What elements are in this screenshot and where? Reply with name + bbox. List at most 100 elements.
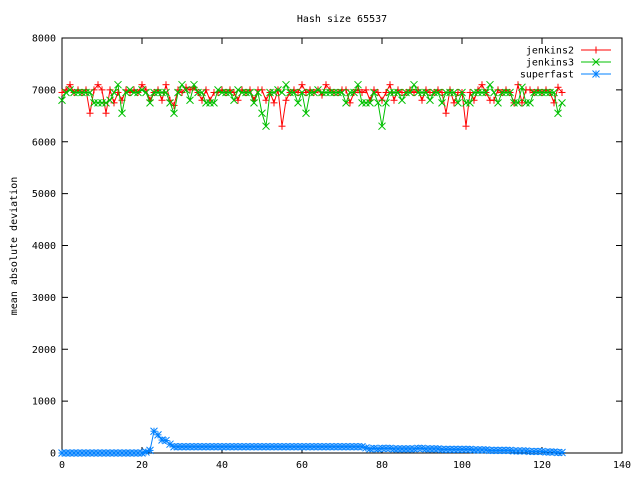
x-tick-label: 80 — [376, 460, 388, 471]
data-point-superfast — [146, 446, 154, 455]
data-point-superfast — [166, 440, 174, 449]
data-point-jenkins3 — [198, 88, 206, 97]
data-point-jenkins3 — [114, 80, 122, 89]
data-point-jenkins2 — [554, 83, 562, 91]
data-point-jenkins3 — [458, 88, 466, 97]
data-point-jenkins3 — [142, 88, 150, 97]
data-point-jenkins2 — [442, 109, 450, 117]
data-point-jenkins2 — [262, 96, 270, 104]
data-point-jenkins2 — [322, 81, 330, 89]
data-point-jenkins3 — [422, 88, 430, 97]
data-point-jenkins2 — [462, 122, 470, 130]
x-tick-label: 140 — [613, 460, 631, 471]
data-point-jenkins3 — [378, 122, 386, 131]
data-point-jenkins2 — [230, 88, 238, 96]
legend-label-jenkins2: jenkins2 — [526, 46, 574, 57]
data-point-jenkins3 — [166, 98, 174, 107]
data-point-jenkins3 — [342, 98, 350, 107]
data-point-jenkins2 — [86, 109, 94, 117]
data-point-superfast — [558, 448, 566, 457]
data-point-jenkins3 — [486, 80, 494, 89]
data-point-jenkins3 — [482, 88, 490, 97]
data-point-jenkins2 — [114, 88, 122, 96]
data-point-jenkins2 — [298, 81, 306, 89]
x-tick-label: 100 — [453, 460, 471, 471]
data-point-jenkins3 — [174, 88, 182, 97]
data-point-jenkins2 — [258, 86, 266, 94]
data-point-jenkins3 — [246, 88, 254, 97]
data-point-jenkins2 — [478, 81, 486, 89]
y-tick-label: 1000 — [32, 397, 56, 408]
data-point-jenkins2 — [234, 96, 242, 104]
y-tick-label: 3000 — [32, 293, 56, 304]
y-tick-label: 6000 — [32, 137, 56, 148]
series-layer — [58, 80, 566, 457]
data-point-jenkins3 — [454, 98, 462, 107]
data-point-jenkins3 — [270, 88, 278, 97]
data-point-jenkins3 — [190, 80, 198, 89]
series-superfast — [58, 427, 566, 457]
data-point-jenkins3 — [274, 86, 282, 94]
data-point-jenkins3 — [550, 88, 558, 97]
data-point-jenkins2 — [106, 86, 114, 94]
data-point-jenkins3 — [490, 88, 498, 97]
data-point-jenkins2 — [518, 99, 526, 107]
data-point-jenkins3 — [354, 80, 362, 89]
data-point-jenkins2 — [346, 99, 354, 107]
y-tick-label: 2000 — [32, 345, 56, 356]
data-point-jenkins3 — [294, 98, 302, 107]
legend-marker-superfast — [592, 70, 600, 78]
x-axis: 0 20 40 60 80 100 120 140 — [59, 38, 631, 471]
data-point-jenkins3 — [506, 88, 514, 97]
data-point-jenkins3 — [118, 109, 126, 118]
data-point-jenkins3 — [398, 96, 406, 105]
data-point-jenkins2 — [58, 88, 66, 96]
data-point-jenkins3 — [394, 88, 402, 97]
data-point-jenkins2 — [558, 88, 566, 96]
data-point-jenkins2 — [466, 88, 474, 96]
data-point-jenkins2 — [90, 86, 98, 94]
data-point-jenkins3 — [86, 88, 94, 97]
data-point-jenkins3 — [526, 98, 534, 107]
legend-label-superfast: superfast — [520, 70, 574, 81]
y-tick-label: 7000 — [32, 85, 56, 96]
data-point-jenkins2 — [202, 86, 210, 94]
data-point-jenkins2 — [178, 88, 186, 96]
data-point-jenkins2 — [170, 101, 178, 109]
y-axis-label: mean absolute deviation — [9, 177, 20, 315]
data-point-superfast — [374, 444, 382, 453]
data-point-superfast — [158, 436, 166, 444]
data-point-jenkins2 — [386, 81, 394, 89]
data-point-jenkins2 — [362, 86, 370, 94]
data-point-jenkins3 — [210, 98, 218, 107]
data-point-jenkins3 — [122, 88, 130, 97]
data-point-jenkins2 — [66, 81, 74, 89]
data-point-jenkins3 — [110, 88, 118, 97]
data-point-jenkins2 — [102, 109, 110, 117]
data-point-jenkins3 — [558, 98, 566, 107]
data-point-jenkins3 — [162, 88, 170, 97]
data-point-jenkins3 — [138, 86, 146, 94]
data-point-jenkins3 — [514, 98, 522, 107]
data-point-superfast — [482, 446, 490, 454]
data-point-jenkins3 — [254, 88, 262, 97]
data-point-jenkins2 — [278, 122, 286, 130]
data-point-superfast — [138, 449, 146, 457]
data-point-jenkins2 — [302, 88, 310, 96]
y-tick-label: 8000 — [32, 34, 56, 45]
data-point-jenkins2 — [382, 88, 390, 96]
plot-frame — [61, 37, 623, 454]
data-point-jenkins3 — [134, 88, 142, 97]
data-point-jenkins3 — [438, 98, 446, 107]
x-tick-label: 60 — [296, 460, 308, 471]
data-point-jenkins2 — [282, 96, 290, 104]
x-tick-label: 120 — [533, 460, 551, 471]
data-point-jenkins3 — [406, 88, 414, 97]
data-point-jenkins2 — [110, 99, 118, 107]
data-point-jenkins2 — [390, 96, 398, 104]
data-point-jenkins3 — [62, 88, 70, 97]
data-point-jenkins3 — [518, 83, 526, 92]
y-tick-label: 5000 — [32, 189, 56, 200]
